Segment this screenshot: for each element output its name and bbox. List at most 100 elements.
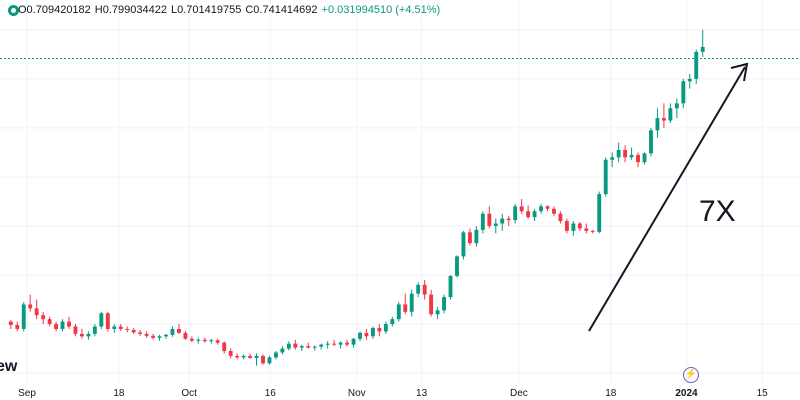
candle-body (422, 284, 427, 295)
candle-body (105, 313, 110, 329)
candle-body (254, 355, 259, 358)
candle-body (345, 342, 349, 345)
brand-logo-text: ew (0, 358, 18, 375)
candle-body (47, 319, 52, 325)
symbol-status-icon (8, 5, 19, 16)
candle-body (151, 335, 156, 338)
candle-body (138, 332, 143, 334)
candle-body (700, 46, 705, 52)
x-tick-label: Sep (18, 388, 36, 399)
candle-body (616, 149, 621, 158)
candle-body (416, 284, 421, 294)
candle-body (351, 338, 356, 345)
candle-body (67, 321, 71, 327)
candle-body (118, 326, 123, 329)
candle-body (513, 206, 518, 221)
candle-body (642, 153, 647, 163)
candle-body (131, 329, 136, 333)
candle-body (649, 130, 653, 154)
candle-body (403, 304, 408, 312)
x-tick-label: 13 (416, 388, 428, 399)
candle-body (383, 324, 388, 332)
candle-body (681, 81, 686, 104)
candle-body (500, 218, 505, 224)
candle-body (358, 332, 362, 339)
x-tick-label: Dec (510, 388, 528, 399)
close-value: C0.741414692 (245, 4, 318, 16)
candle-body (577, 223, 582, 229)
x-tick-label: 18 (113, 388, 125, 399)
low-value: L0.701419755 (170, 4, 242, 16)
candle-body (293, 343, 298, 348)
candle-body (332, 343, 337, 345)
candle-body (661, 118, 666, 121)
candle-body (338, 342, 343, 345)
candle-body (461, 232, 466, 257)
annotation-text: 7X (699, 195, 736, 228)
candle-body (157, 336, 162, 338)
candle-body (325, 343, 330, 345)
candle-body (519, 206, 524, 212)
candle-body (176, 328, 181, 333)
lightning-icon[interactable]: ⚡ (683, 367, 699, 383)
candle-body (164, 334, 168, 337)
candle-body (545, 206, 550, 209)
candle-body (597, 194, 602, 232)
candle-body (280, 348, 285, 353)
candle-body (694, 51, 699, 79)
candle-body (435, 310, 440, 315)
candle-body (636, 154, 640, 163)
change-value: +0.031994510 (+4.51%) (321, 4, 441, 16)
candle-body (396, 304, 401, 320)
candle-body (409, 293, 414, 312)
candles (8, 29, 705, 366)
candle-body (273, 352, 278, 358)
candle-body (228, 351, 233, 356)
candle-body (80, 333, 84, 337)
x-tick-label: 15 (756, 388, 768, 399)
candle-body (21, 304, 26, 329)
candle-body (209, 340, 214, 342)
candle-body (183, 332, 188, 339)
candle-body (390, 319, 395, 325)
candle-body (571, 223, 576, 231)
candle-body (196, 339, 201, 341)
candle-body (584, 228, 589, 231)
candle-body (8, 321, 13, 326)
candle-body (215, 340, 220, 343)
candle-body (364, 332, 369, 337)
candle-body (493, 223, 498, 226)
candle-body (15, 325, 20, 329)
candle-body (235, 355, 240, 358)
candle-body (467, 232, 472, 244)
x-tick-label: Oct (181, 388, 197, 399)
candle-body (34, 308, 39, 316)
candle-body (319, 344, 324, 347)
candle-body (99, 313, 104, 327)
candle-body (86, 333, 91, 337)
candle-body (455, 256, 459, 276)
candle-body (474, 229, 479, 244)
candle-body (202, 339, 207, 342)
trend-arrow (588, 62, 749, 332)
candle-body (222, 342, 227, 352)
candle-body (623, 149, 628, 158)
candle-body (429, 294, 434, 315)
open-value: O0.709420182 (18, 4, 91, 16)
candle-body (54, 324, 59, 329)
candle-body (170, 328, 175, 335)
candle-body (112, 326, 117, 329)
candle-body (267, 357, 272, 364)
candle-body (552, 208, 556, 214)
candle-body (442, 297, 446, 311)
candle-body (60, 321, 65, 329)
candle-body (92, 326, 97, 334)
candle-body (590, 230, 595, 232)
candle-body (629, 154, 634, 158)
x-tick-label: 2024 (675, 388, 698, 399)
candle-body (487, 213, 492, 226)
x-tick-label: Nov (347, 388, 366, 399)
candle-body (286, 343, 291, 349)
candle-body (480, 213, 485, 230)
